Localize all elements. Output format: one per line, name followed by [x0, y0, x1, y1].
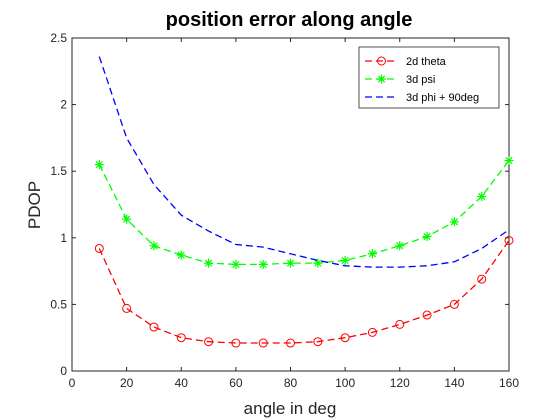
data-point	[477, 192, 487, 202]
data-point	[258, 259, 268, 269]
data-point	[477, 274, 487, 284]
x-tick-label: 0	[69, 376, 76, 390]
data-point	[340, 255, 350, 265]
data-point	[367, 327, 377, 337]
data-point	[504, 156, 514, 166]
legend-marker	[377, 56, 386, 66]
x-tick-label: 160	[499, 376, 519, 390]
series-1	[94, 156, 514, 269]
series-line	[98, 160, 510, 266]
x-tick-label: 20	[120, 376, 134, 390]
legend-entry-label: 2d theta	[406, 56, 447, 68]
data-point	[94, 160, 104, 170]
data-point	[176, 250, 186, 260]
data-point	[313, 337, 323, 347]
data-point	[122, 214, 132, 224]
data-point	[149, 322, 159, 332]
data-point	[176, 333, 186, 343]
legend: 2d theta 3d psi 3d phi + 90deg	[358, 46, 500, 109]
x-tick-label: 80	[284, 376, 298, 390]
data-point	[258, 338, 268, 348]
data-point	[122, 303, 132, 313]
x-tick-label: 100	[335, 376, 355, 390]
data-point	[231, 338, 241, 348]
y-tick-label: 1.5	[50, 164, 67, 178]
series-line	[98, 56, 510, 268]
x-tick-label: 60	[229, 376, 243, 390]
data-point	[231, 259, 241, 269]
legend-marker	[377, 74, 386, 84]
data-point	[340, 333, 350, 343]
data-point	[395, 241, 405, 251]
data-point	[149, 241, 159, 251]
data-point	[395, 319, 405, 329]
data-point	[449, 217, 459, 227]
series-layer	[94, 56, 514, 348]
chart-title: position error along angle	[166, 9, 413, 31]
data-point	[422, 310, 432, 320]
x-tick-label: 120	[390, 376, 410, 390]
x-tick-label: 40	[175, 376, 189, 390]
data-point	[94, 243, 104, 253]
data-point	[313, 258, 323, 268]
y-axis-label: PDOP	[25, 181, 44, 229]
y-tick-label: 0	[60, 364, 67, 378]
data-point	[204, 258, 214, 268]
series-2	[98, 56, 510, 268]
data-point	[367, 249, 377, 259]
y-tick-label: 2.5	[50, 31, 67, 45]
axis-ticks: 0 20 40 60 80 100 120 140 160 0 0.5 1 1.5 2 2.5	[50, 31, 519, 390]
series-0	[94, 235, 514, 348]
series-line	[98, 240, 510, 344]
x-tick-label: 140	[444, 376, 464, 390]
y-tick-label: 2	[60, 98, 67, 112]
y-tick-label: 1	[60, 231, 67, 245]
data-point	[504, 235, 514, 245]
y-tick-label: 0.5	[50, 297, 67, 311]
legend-entry-label: 3d psi	[406, 74, 435, 86]
legend-entry-label: 3d phi + 90deg	[406, 92, 479, 104]
x-axis-label: angle in deg	[244, 399, 337, 418]
data-point	[422, 231, 432, 241]
data-point	[286, 258, 295, 268]
data-point	[204, 337, 214, 347]
data-point	[449, 299, 459, 309]
data-point	[286, 338, 295, 348]
